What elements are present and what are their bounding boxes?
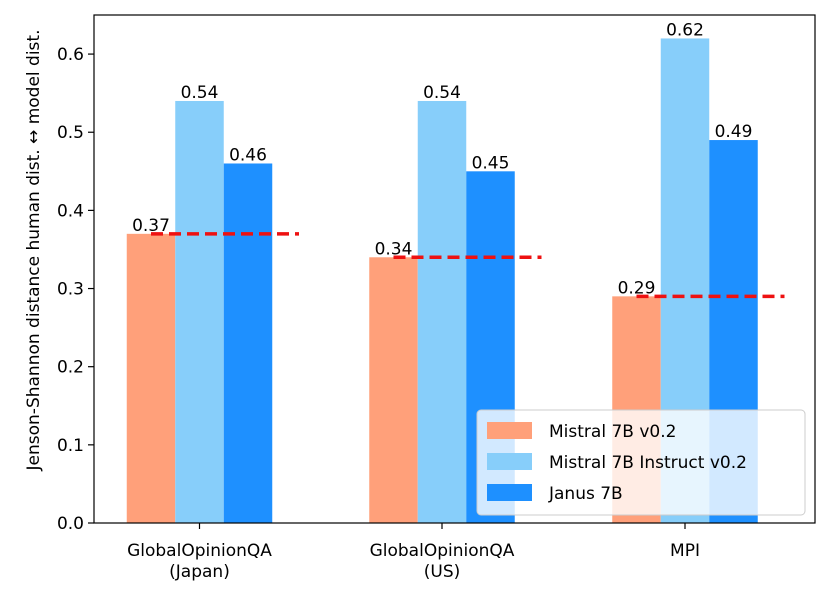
x-tick-label: (Japan) xyxy=(169,562,230,582)
y-tick-label: 0.3 xyxy=(57,280,84,300)
legend-label: Mistral 7B Instruct v0.2 xyxy=(549,453,747,473)
x-tick-label: MPI xyxy=(670,541,700,561)
data-label: 0.45 xyxy=(472,153,510,173)
legend-box xyxy=(476,409,806,516)
bar-mistral-7b-instruct-v0-2-0 xyxy=(175,100,224,523)
x-tick-label: GlobalOpinionQA xyxy=(127,541,272,561)
y-tick-label: 0.5 xyxy=(57,123,84,143)
y-tick-label: 0.4 xyxy=(57,201,84,221)
data-label: 0.54 xyxy=(423,83,461,103)
legend-swatch xyxy=(487,453,532,470)
data-label: 0.54 xyxy=(181,83,219,103)
data-label: 0.34 xyxy=(375,239,413,259)
x-tick-label: (US) xyxy=(424,562,461,582)
plot-frame xyxy=(93,14,816,524)
legend-swatch xyxy=(487,422,532,439)
y-tick-label: 0.0 xyxy=(57,514,84,534)
y-tick-label: 0.1 xyxy=(57,436,84,456)
legend-label: Mistral 7B v0.2 xyxy=(549,422,676,442)
bar-mistral-7b-v0-2-0 xyxy=(126,233,176,523)
y-tick-label: 0.6 xyxy=(57,45,84,65)
data-label: 0.37 xyxy=(132,216,170,236)
legend-label: Janus 7B xyxy=(548,484,623,504)
legend-swatch xyxy=(487,484,532,501)
data-label: 0.29 xyxy=(618,278,656,298)
data-label: 0.49 xyxy=(715,122,753,142)
data-label: 0.62 xyxy=(666,20,704,40)
bar-mistral-7b-instruct-v0-2-1 xyxy=(417,100,467,523)
y-tick-label: 0.2 xyxy=(57,358,84,378)
x-tick-label: GlobalOpinionQA xyxy=(370,541,515,561)
data-label: 0.46 xyxy=(229,145,267,165)
bar-janus-7b-0 xyxy=(223,163,273,524)
bar-mistral-7b-v0-2-1 xyxy=(369,257,418,523)
y-axis-label: Jenson-Shannon distance human dist. ↔ mo… xyxy=(24,30,44,472)
